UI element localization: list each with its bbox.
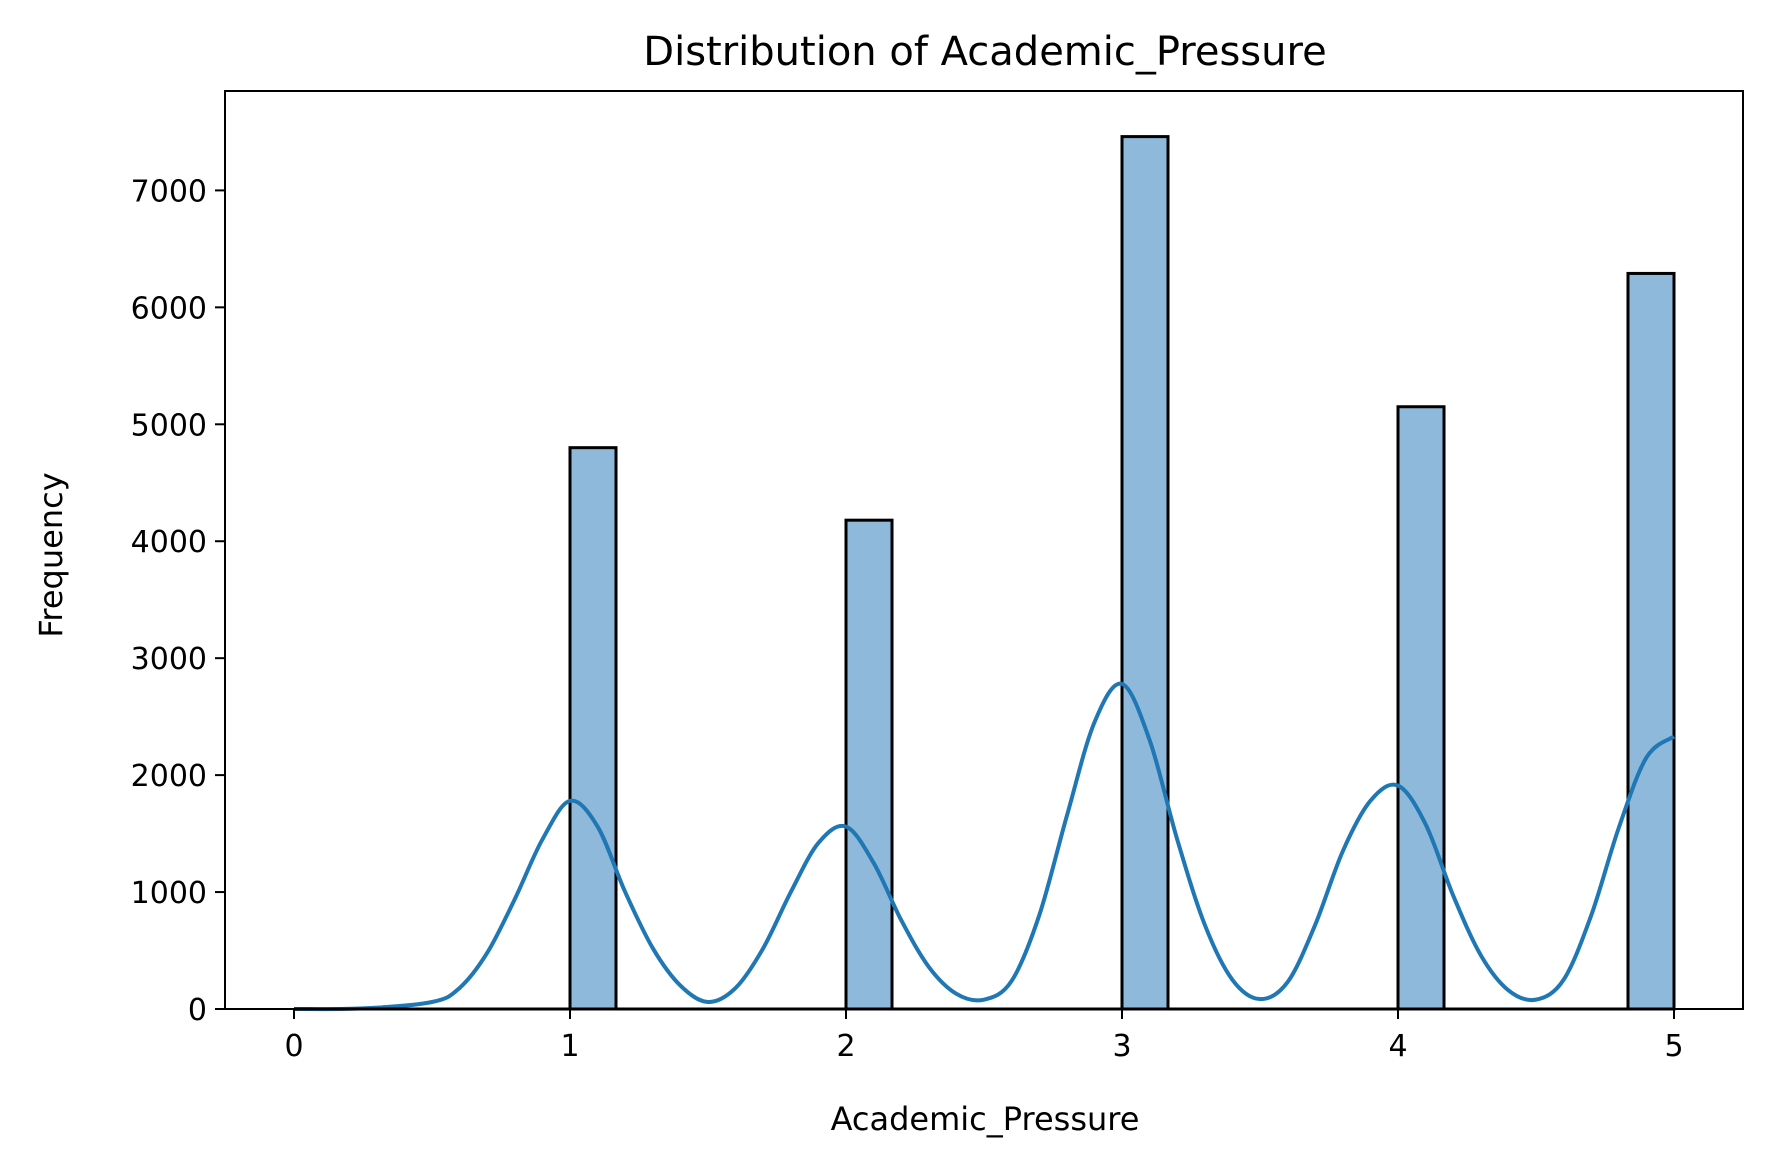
x-tick-label: 2 [836, 1029, 855, 1064]
y-tick-label: 1000 [131, 876, 207, 911]
y-tick-label: 0 [188, 993, 207, 1028]
x-tick-label: 1 [560, 1029, 579, 1064]
y-tick-label: 3000 [131, 642, 207, 677]
histogram-bar-4 [1396, 405, 1446, 1011]
y-axis-label: Frequency [32, 472, 70, 637]
y-axis-ticks: 0 1000 2000 3000 4000 5000 6000 7000 [131, 174, 225, 1028]
x-tick-label: 4 [1388, 1029, 1407, 1064]
y-tick-label: 6000 [131, 291, 207, 326]
y-tick-label: 2000 [131, 759, 207, 794]
kde-line [293, 681, 1676, 1012]
x-tick-label: 0 [284, 1029, 303, 1064]
plot-frame [224, 90, 1744, 1010]
bar-group [568, 135, 1676, 1011]
histogram-bar-1 [568, 446, 618, 1011]
histogram-bar-2 [844, 518, 894, 1011]
histogram-bar-3 [1120, 135, 1170, 1011]
histogram-bar-5 [1626, 271, 1676, 1011]
y-tick-label: 5000 [131, 408, 207, 443]
x-axis-ticks: 0 1 2 3 4 5 [284, 1009, 1684, 1064]
y-tick-label: 7000 [131, 174, 207, 209]
x-axis-label: Academic_Pressure [831, 1100, 1140, 1138]
x-tick-label: 3 [1112, 1029, 1131, 1064]
y-tick-label: 4000 [131, 525, 207, 560]
x-tick-label: 5 [1664, 1029, 1683, 1064]
chart-title: Distribution of Academic_Pressure [643, 29, 1326, 75]
